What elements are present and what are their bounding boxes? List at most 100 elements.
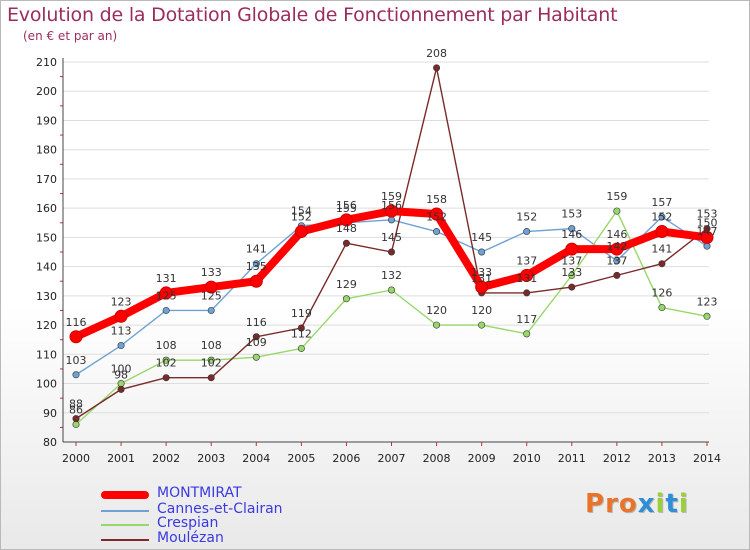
data-label-moulezan: 208 (426, 47, 447, 60)
data-point-moulezan (387, 248, 395, 256)
legend-item-cannes-et-clairan: Cannes-et-Clairan (101, 501, 361, 519)
data-point-crespian (387, 286, 395, 294)
data-point-montmirat (520, 268, 534, 282)
data-point-moulezan (523, 289, 531, 297)
data-label-moulezan: 88 (69, 398, 83, 411)
data-label-cannes-et-clairan: 141 (246, 243, 267, 256)
data-label-cannes-et-clairan: 152 (516, 211, 537, 224)
x-tick-label: 2012 (603, 452, 631, 465)
data-point-cannes-et-clairan (568, 225, 576, 233)
data-point-crespian (207, 356, 215, 364)
data-point-crespian (523, 330, 531, 338)
data-point-crespian (568, 271, 576, 279)
data-label-crespian: 108 (201, 339, 222, 352)
data-label-cannes-et-clairan: 103 (66, 354, 87, 367)
data-point-montmirat (114, 309, 128, 323)
data-point-crespian (658, 304, 666, 312)
x-tick-label: 2007 (378, 452, 406, 465)
data-point-cannes-et-clairan (523, 228, 531, 236)
data-point-crespian (478, 321, 486, 329)
data-label-crespian: 129 (336, 278, 357, 291)
y-tick-label: 80 (43, 436, 57, 449)
data-label-moulezan: 131 (471, 272, 492, 285)
data-label-cannes-et-clairan: 156 (381, 199, 402, 212)
legend-swatch-cannes-et-clairan (101, 510, 149, 512)
x-tick-label: 2010 (513, 452, 541, 465)
legend-item-crespian: Crespian (101, 515, 361, 533)
data-label-montmirat: 156 (336, 199, 357, 212)
data-label-crespian: 137 (561, 254, 582, 267)
chart-title: Evolution de la Dotation Globale de Fonc… (7, 4, 618, 26)
data-point-crespian (297, 344, 305, 352)
data-label-cannes-et-clairan: 113 (111, 325, 132, 338)
x-tick-label: 2004 (242, 452, 270, 465)
chart-subtitle: (en € et par an) (23, 29, 118, 43)
data-label-crespian: 112 (291, 327, 312, 340)
legend-item-moulezan: Moulézan (101, 530, 361, 548)
data-label-cannes-et-clairan: 155 (336, 202, 357, 215)
data-label-montmirat: 116 (66, 316, 87, 329)
data-label-crespian: 126 (651, 287, 672, 300)
data-point-moulezan (568, 283, 576, 291)
data-label-cannes-et-clairan: 142 (606, 240, 627, 253)
data-point-crespian (342, 295, 350, 303)
data-label-cannes-et-clairan: 145 (471, 231, 492, 244)
x-tick-label: 2009 (468, 452, 496, 465)
data-label-crespian: 120 (426, 304, 447, 317)
data-label-moulezan: 137 (606, 254, 627, 267)
data-label-crespian: 86 (69, 403, 83, 416)
data-point-moulezan (117, 385, 125, 393)
data-point-moulezan (72, 415, 80, 423)
data-point-cannes-et-clairan (478, 248, 486, 256)
data-point-montmirat (294, 225, 308, 239)
brand-logo: Proxiti (585, 489, 689, 519)
data-point-montmirat (475, 280, 489, 294)
data-point-moulezan (433, 64, 441, 72)
data-label-crespian: 108 (156, 339, 177, 352)
y-tick-label: 210 (36, 56, 57, 69)
x-tick-label: 2014 (693, 452, 721, 465)
y-tick-label: 180 (36, 144, 57, 157)
data-label-crespian: 120 (471, 304, 492, 317)
legend-label-montmirat: MONTMIRAT (157, 485, 242, 501)
data-label-cannes-et-clairan: 125 (156, 289, 177, 302)
data-label-montmirat: 150 (697, 216, 718, 229)
x-tick-label: 2008 (423, 452, 451, 465)
y-tick-label: 170 (36, 173, 57, 186)
data-label-moulezan: 148 (336, 222, 357, 235)
data-label-crespian: 123 (697, 295, 718, 308)
y-tick-label: 160 (36, 202, 57, 215)
data-label-montmirat: 146 (561, 228, 582, 241)
data-point-crespian (72, 420, 80, 428)
data-point-crespian (162, 356, 170, 364)
data-point-moulezan (252, 333, 260, 341)
data-point-cannes-et-clairan (72, 371, 80, 379)
data-point-cannes-et-clairan (703, 242, 711, 250)
y-tick-label: 90 (43, 407, 57, 420)
data-point-cannes-et-clairan (207, 306, 215, 314)
legend-swatch-montmirat (101, 491, 149, 499)
y-tick-label: 140 (36, 261, 57, 274)
data-label-moulezan: 98 (114, 368, 128, 381)
data-point-moulezan (297, 324, 305, 332)
data-point-montmirat (385, 204, 398, 218)
data-label-moulezan: 102 (201, 357, 222, 370)
x-tick-label: 2005 (287, 452, 315, 465)
data-point-moulezan (207, 374, 215, 382)
data-point-crespian (613, 207, 621, 215)
data-label-montmirat: 152 (291, 211, 312, 224)
data-label-cannes-et-clairan: 125 (201, 289, 222, 302)
data-point-moulezan (613, 271, 621, 279)
data-label-montmirat: 131 (156, 272, 177, 285)
y-tick-label: 150 (36, 231, 57, 244)
x-tick-label: 2002 (152, 452, 180, 465)
data-point-montmirat (430, 207, 444, 221)
data-label-moulezan: 141 (651, 243, 672, 256)
legend-label-cannes-et-clairan: Cannes-et-Clairan (157, 501, 283, 517)
data-label-moulezan: 116 (246, 316, 267, 329)
data-label-cannes-et-clairan: 157 (651, 196, 672, 209)
data-label-crespian: 132 (381, 269, 402, 282)
y-tick-label: 190 (36, 114, 57, 127)
